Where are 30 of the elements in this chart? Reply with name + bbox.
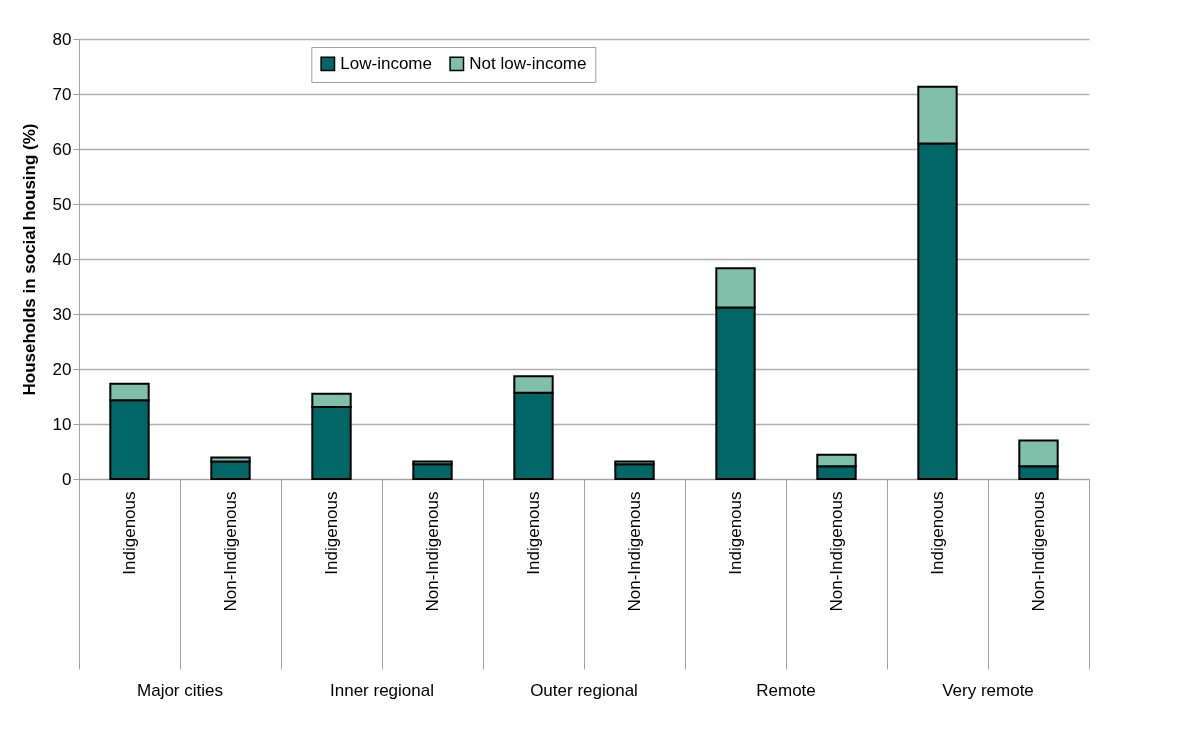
y-tick-label: 40 xyxy=(52,249,72,269)
x-tick-label: Non-Indigenous xyxy=(1029,491,1048,612)
text: Major cities xyxy=(137,681,223,700)
x-tick-label: Indigenous xyxy=(524,491,543,575)
y-tick-label: 30 xyxy=(52,304,72,324)
text: Very remote xyxy=(942,681,1034,700)
legend-label: Low-income xyxy=(340,53,432,73)
y-tick-label: 50 xyxy=(52,194,72,214)
y-tick-label: 20 xyxy=(52,359,72,379)
y-tick-label: 80 xyxy=(52,29,72,49)
x-tick-label: Non-Indigenous xyxy=(625,491,644,612)
legend-label: Not low-income xyxy=(469,53,587,73)
y-tick-label: 10 xyxy=(52,414,72,434)
y-tick-label: 0 xyxy=(62,469,72,489)
bar xyxy=(412,463,453,480)
text: Inner regional xyxy=(330,681,434,700)
x-tick-label: Indigenous xyxy=(322,491,341,575)
x-tick-label: Non-Indigenous xyxy=(423,491,442,612)
y-tick-label: 60 xyxy=(52,139,72,159)
bar xyxy=(210,460,251,480)
text: Outer regional xyxy=(530,681,638,700)
text: Remote xyxy=(756,681,816,700)
x-tick-label: Non-Indigenous xyxy=(827,491,846,612)
x-tick-label: Indigenous xyxy=(928,491,947,575)
x-tick-label: Indigenous xyxy=(726,491,745,575)
y-tick-label: 70 xyxy=(52,84,72,104)
x-tick-label: Indigenous xyxy=(120,491,139,575)
bar xyxy=(614,463,655,480)
x-tick-label: Non-Indigenous xyxy=(221,491,240,612)
y-axis-title: Households in social housing (%) xyxy=(19,123,39,396)
